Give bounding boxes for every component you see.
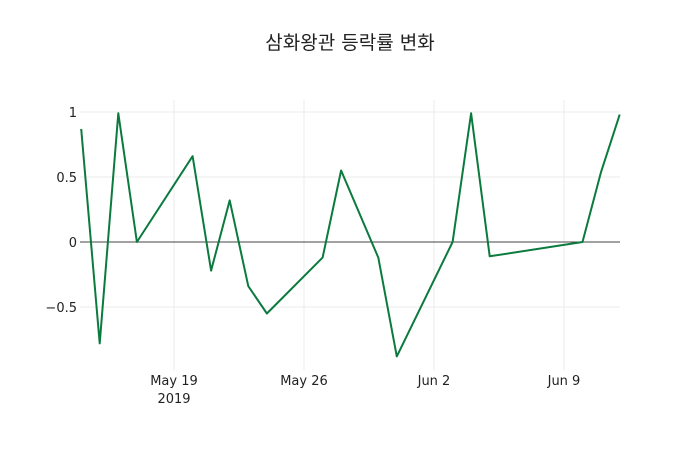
x-tick-label: May 19: [150, 374, 198, 389]
grid-lines: [80, 100, 620, 370]
y-tick-label: 0: [69, 236, 77, 251]
x-tick-year: 2019: [157, 392, 190, 407]
y-tick-label: 1: [69, 106, 77, 121]
series-line: [80, 112, 621, 358]
y-axis-ticks: 1 0.5 0 −0.5: [45, 106, 77, 316]
y-tick-label: −0.5: [45, 301, 77, 316]
x-tick-label: Jun 9: [547, 374, 581, 389]
chart-title: 삼화왕관 등락률 변화: [265, 32, 435, 54]
x-axis-ticks: May 19 2019 May 26 Jun 2 Jun 9: [150, 374, 580, 407]
x-tick-label: May 26: [280, 374, 328, 389]
x-tick-label: Jun 2: [417, 374, 451, 389]
y-tick-label: 0.5: [56, 171, 77, 186]
